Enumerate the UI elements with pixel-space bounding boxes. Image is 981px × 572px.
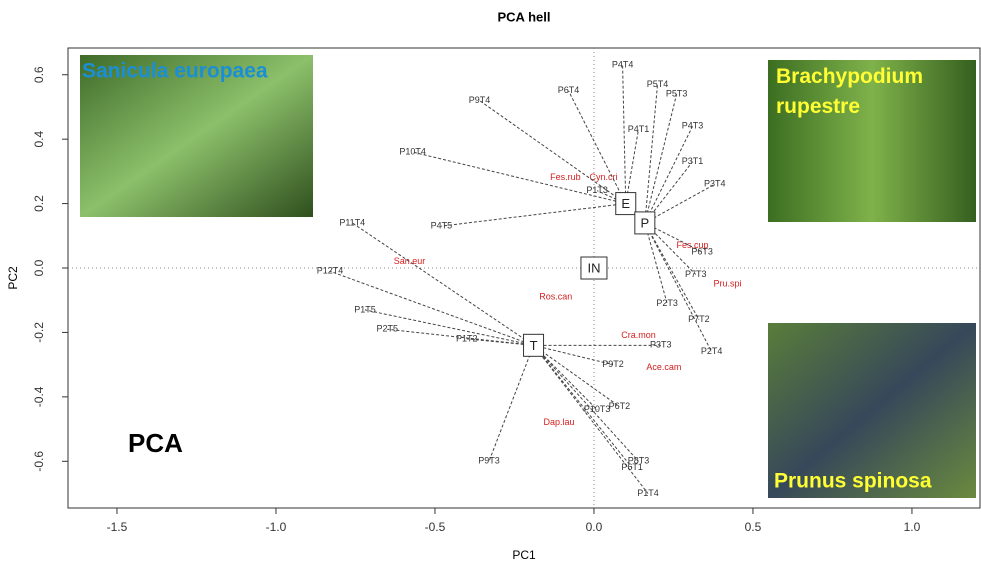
site-label: P5T3 (666, 88, 688, 98)
group-label: E (621, 196, 630, 211)
species-label: Ace.cam (646, 362, 681, 372)
site-link (441, 204, 625, 227)
site-label: P7T3 (685, 269, 707, 279)
site-label: P4T3 (682, 121, 704, 131)
site-label: P3T4 (704, 179, 726, 189)
site-label: P1T5 (354, 304, 376, 314)
site-label: P1T2 (456, 333, 478, 343)
x-tick-label: -1.0 (266, 520, 287, 534)
site-link (489, 345, 534, 461)
group-label: T (530, 338, 538, 353)
photo-caption: Brachypodium rupestre (776, 62, 976, 122)
species-label: Fes.rub (550, 172, 581, 182)
site-link (645, 94, 677, 223)
species-label: Cyn.cri (589, 172, 617, 182)
site-label: P6T2 (609, 401, 631, 411)
species-label: Pru.spi (714, 278, 742, 288)
group-label: IN (587, 260, 600, 275)
y-tick-label: 0.0 (32, 259, 46, 276)
species-label: Ros.can (539, 291, 572, 301)
site-label: P5T4 (647, 79, 669, 89)
species-label: San.eur (394, 256, 426, 266)
annotation: PCA (128, 428, 183, 458)
photo-caption: Sanicula europaea (82, 60, 268, 83)
site-label: P9T3 (478, 456, 500, 466)
x-axis-label: PC1 (512, 548, 536, 562)
site-label: P2T4 (701, 346, 723, 356)
chart-title: PCA hell (498, 9, 551, 24)
site-label: P12T4 (317, 266, 344, 276)
x-tick-label: 0.5 (745, 520, 762, 534)
site-link (623, 65, 626, 204)
y-tick-label: 0.4 (32, 130, 46, 147)
x-tick-label: 1.0 (904, 520, 921, 534)
site-label: P2T5 (377, 324, 399, 334)
site-label: P9T4 (469, 95, 491, 105)
site-link (645, 223, 667, 304)
site-label: P10T3 (584, 404, 611, 414)
site-link (645, 84, 658, 223)
site-label: P7T2 (688, 314, 710, 324)
photo-caption: Prunus spinosa (774, 470, 932, 493)
site-label: P1T3 (586, 185, 608, 195)
site-label: P4T4 (612, 59, 634, 69)
site-label: P6T3 (691, 246, 713, 256)
site-label: P11T4 (339, 217, 365, 227)
y-tick-label: 0.6 (32, 66, 46, 83)
y-axis-label: PC2 (6, 266, 20, 290)
site-label: P3T3 (650, 340, 672, 350)
site-label: P1T4 (637, 488, 659, 498)
x-tick-label: -0.5 (425, 520, 446, 534)
site-label: P4T1 (628, 124, 650, 134)
site-label: P2T3 (656, 298, 678, 308)
site-link (534, 345, 620, 406)
site-link (534, 345, 613, 364)
x-tick-label: -1.5 (107, 520, 128, 534)
species-label: Dap.lau (543, 417, 574, 427)
site-label: P4T5 (431, 221, 453, 231)
group-label: P (641, 215, 650, 230)
photo-caption-box: Brachypodium rupestre (776, 62, 976, 132)
site-label: P8T3 (628, 456, 650, 466)
site-label: P10T4 (399, 146, 426, 156)
x-tick-label: 0.0 (586, 520, 603, 534)
site-label: P6T4 (558, 85, 580, 95)
chart: PCA hell PC1 PC2 -1.5 -1.0 -0.5 0.0 0.5 1.0 -0… (0, 0, 981, 567)
site-label: P3T1 (682, 156, 704, 166)
site-label: P9T2 (602, 359, 624, 369)
y-tick-label: -0.4 (32, 386, 46, 407)
y-tick-label: -0.2 (32, 322, 46, 343)
species-label: Cra.mon (621, 330, 656, 340)
y-tick-label: -0.6 (32, 451, 46, 472)
y-tick-label: 0.2 (32, 195, 46, 212)
